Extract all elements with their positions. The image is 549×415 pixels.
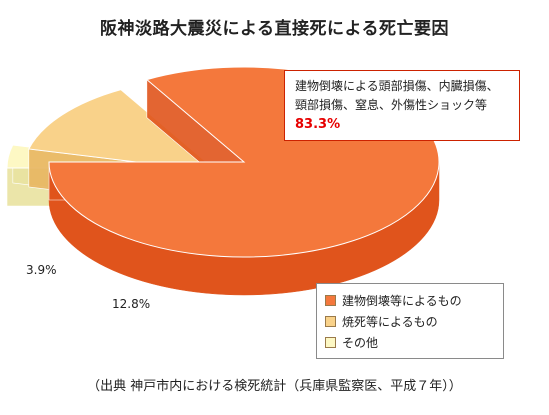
legend-label-fire: 焼死等によるもの [342, 315, 438, 329]
legend: 建物倒壊等によるもの 焼死等によるもの その他 [316, 283, 504, 359]
legend-label-collapse: 建物倒壊等によるもの [342, 294, 462, 308]
annotation-value: 83.3% [295, 117, 341, 132]
annotation-line-2: 頸部損傷、窒息、外傷性ショック等 [295, 98, 488, 112]
annotation-line-1: 建物倒壊による頭部損傷、内臓損傷、 [295, 79, 499, 93]
legend-item-other: その他 [325, 332, 495, 353]
source-note: （出典 神戸市内における検死統計（兵庫県監察医、平成７年）） [87, 379, 462, 394]
legend-item-fire: 焼死等によるもの [325, 311, 495, 332]
chart-title: 阪神淡路大震災による直接死による死亡要因 [100, 19, 449, 39]
slice-label-other: 3.9% [26, 263, 57, 277]
legend-swatch-other [325, 337, 336, 348]
legend-label-other: その他 [342, 336, 379, 350]
legend-item-collapse: 建物倒壊等によるもの [325, 290, 495, 311]
annotation-callout: 建物倒壊による頭部損傷、内臓損傷、 頸部損傷、窒息、外傷性ショック等 83.3% [284, 70, 520, 141]
slice-fire [28, 89, 220, 173]
legend-swatch-fire [325, 316, 336, 327]
slice-label-fire: 12.8% [112, 297, 151, 311]
legend-swatch-collapse [325, 295, 336, 306]
